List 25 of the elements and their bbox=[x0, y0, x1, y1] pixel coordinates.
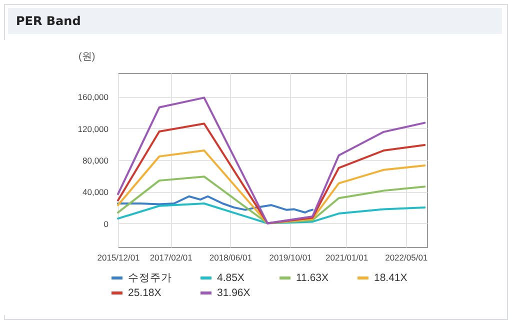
chart-title: PER Band bbox=[8, 8, 502, 34]
x-tick-label: 2022/05/01 bbox=[385, 252, 428, 262]
y-tick-label: 40,000 bbox=[82, 187, 109, 198]
legend-label: 18.41X bbox=[374, 272, 408, 284]
x-tick-label: 2019/10/01 bbox=[269, 252, 312, 262]
x-tick-label: 2017/02/01 bbox=[150, 252, 193, 262]
line-series bbox=[117, 202, 426, 224]
x-tick-label: 2021/01/01 bbox=[326, 252, 368, 262]
line-series bbox=[117, 176, 426, 224]
line-series bbox=[117, 96, 426, 224]
y-tick-label: 160,000 bbox=[78, 92, 109, 102]
legend-label: 4.85X bbox=[217, 272, 244, 284]
y-axis-title: (원) bbox=[78, 52, 96, 62]
legend-label: 25.18X bbox=[128, 287, 162, 299]
y-tick-label: 80,000 bbox=[82, 156, 109, 166]
y-tick-label: 0 bbox=[104, 218, 109, 229]
line-series bbox=[117, 195, 314, 214]
legend-label: 31.96X bbox=[217, 287, 250, 299]
x-tick-label: 2015/12/01 bbox=[97, 252, 140, 262]
line-series bbox=[117, 150, 426, 224]
line-series bbox=[117, 122, 426, 224]
x-tick-label: 2018/06/01 bbox=[209, 252, 252, 262]
legend-label: 11.63X bbox=[296, 272, 328, 284]
legend-label: 수정주가 bbox=[128, 272, 172, 284]
y-tick-label: 120,000 bbox=[78, 124, 109, 134]
